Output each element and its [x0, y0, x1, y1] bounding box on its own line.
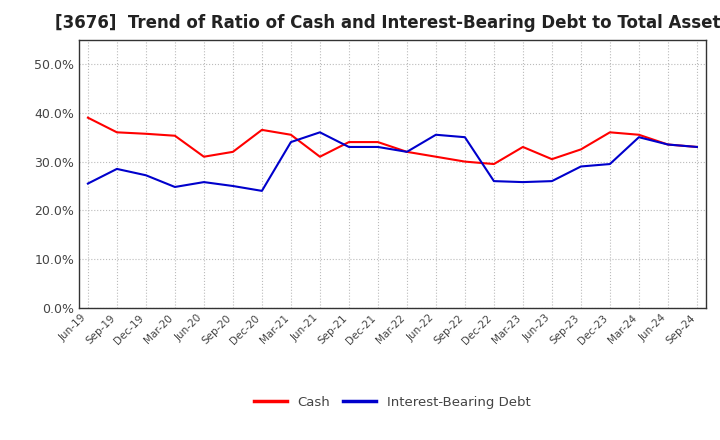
Cash	[345, 139, 354, 145]
Interest-Bearing Debt	[199, 180, 208, 185]
Interest-Bearing Debt	[315, 130, 324, 135]
Cash	[606, 130, 614, 135]
Line: Interest-Bearing Debt: Interest-Bearing Debt	[88, 132, 697, 191]
Cash	[402, 149, 411, 154]
Interest-Bearing Debt	[461, 135, 469, 140]
Cash	[548, 157, 557, 162]
Cash	[171, 133, 179, 138]
Interest-Bearing Debt	[258, 188, 266, 194]
Interest-Bearing Debt	[345, 144, 354, 150]
Cash	[228, 149, 237, 154]
Cash	[431, 154, 440, 159]
Cash	[287, 132, 295, 137]
Interest-Bearing Debt	[287, 139, 295, 145]
Legend: Cash, Interest-Bearing Debt: Cash, Interest-Bearing Debt	[248, 391, 536, 414]
Interest-Bearing Debt	[228, 183, 237, 189]
Cash	[199, 154, 208, 159]
Interest-Bearing Debt	[490, 179, 498, 184]
Cash	[461, 159, 469, 164]
Interest-Bearing Debt	[577, 164, 585, 169]
Cash	[84, 115, 92, 120]
Cash	[258, 127, 266, 132]
Interest-Bearing Debt	[374, 144, 382, 150]
Cash	[112, 130, 121, 135]
Cash	[693, 144, 701, 150]
Interest-Bearing Debt	[142, 172, 150, 178]
Interest-Bearing Debt	[548, 179, 557, 184]
Cash	[634, 132, 643, 137]
Interest-Bearing Debt	[402, 149, 411, 154]
Cash	[315, 154, 324, 159]
Line: Cash: Cash	[88, 117, 697, 164]
Interest-Bearing Debt	[518, 180, 527, 185]
Cash	[664, 142, 672, 147]
Cash	[142, 131, 150, 136]
Cash	[518, 144, 527, 150]
Interest-Bearing Debt	[112, 166, 121, 172]
Interest-Bearing Debt	[634, 135, 643, 140]
Interest-Bearing Debt	[693, 144, 701, 150]
Cash	[490, 161, 498, 167]
Interest-Bearing Debt	[431, 132, 440, 137]
Cash	[577, 147, 585, 152]
Interest-Bearing Debt	[171, 184, 179, 190]
Interest-Bearing Debt	[84, 181, 92, 186]
Title: [3676]  Trend of Ratio of Cash and Interest-Bearing Debt to Total Assets: [3676] Trend of Ratio of Cash and Intere…	[55, 15, 720, 33]
Interest-Bearing Debt	[664, 142, 672, 147]
Cash	[374, 139, 382, 145]
Interest-Bearing Debt	[606, 161, 614, 167]
